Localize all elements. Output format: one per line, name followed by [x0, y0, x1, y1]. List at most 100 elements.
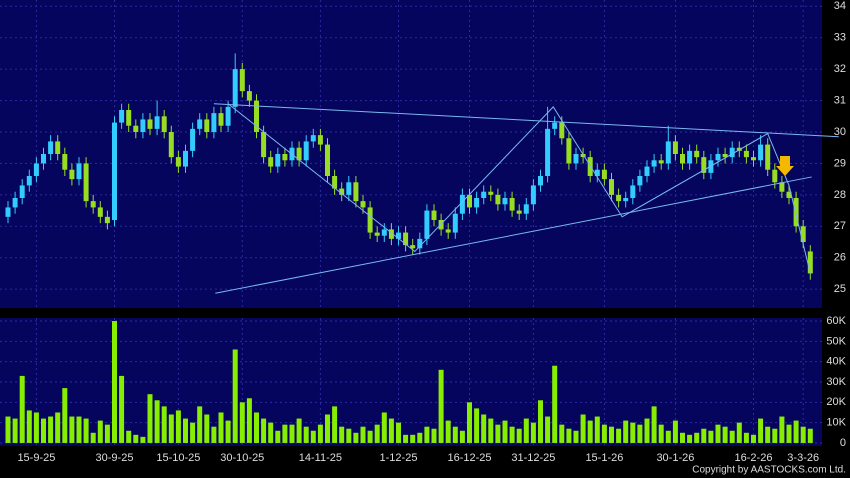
y-tick-label: 25 — [834, 283, 846, 295]
candle-body — [559, 122, 565, 139]
x-tick-label: 14-11-25 — [299, 452, 342, 464]
candle-body — [119, 110, 125, 123]
candle-body — [147, 119, 153, 129]
volume-bar — [587, 420, 593, 443]
candle-body — [62, 154, 68, 170]
volume-bar — [481, 414, 487, 443]
volume-bar — [772, 428, 778, 443]
volume-bar — [410, 434, 416, 443]
candle-body — [417, 238, 423, 249]
volume-bar — [190, 422, 196, 443]
volume-bar — [211, 426, 217, 443]
candle-body — [545, 128, 551, 176]
candle-body — [616, 194, 622, 202]
volume-bar — [12, 418, 18, 443]
candle-body — [83, 163, 89, 202]
candle-body — [76, 163, 82, 180]
y-tick-label: 31 — [834, 94, 846, 106]
candle-body — [161, 116, 167, 132]
candle-body — [168, 132, 174, 158]
candle-body — [523, 204, 529, 214]
volume-bar — [97, 420, 103, 443]
volume-bar — [381, 412, 387, 443]
y-tick-label: 50K — [826, 335, 846, 347]
candle-body — [630, 185, 636, 198]
candle-body — [197, 119, 203, 129]
x-tick-label: 30-1-26 — [656, 452, 694, 464]
trend-line — [215, 176, 812, 294]
candle-body — [793, 198, 799, 227]
candle-body — [495, 194, 501, 205]
candle-body — [786, 191, 792, 198]
volume-bar — [800, 426, 806, 443]
volume-bar — [112, 321, 117, 443]
volume-bar — [360, 426, 366, 443]
candle-body — [431, 210, 437, 220]
volume-bar — [62, 388, 68, 443]
y-tick-label: 30 — [834, 126, 846, 138]
volume-bar — [353, 432, 359, 443]
volume-bar — [474, 408, 480, 443]
candle-body — [687, 150, 693, 164]
volume-bar — [609, 426, 614, 443]
volume-bar — [5, 416, 11, 443]
candle-body — [743, 150, 749, 158]
volume-bar — [33, 412, 39, 443]
candle-body — [651, 160, 657, 167]
volume-bar — [459, 430, 465, 443]
volume-bar — [630, 422, 636, 443]
candle-body — [26, 176, 32, 186]
candle-body — [69, 169, 75, 180]
volume-bar — [452, 426, 458, 443]
volume-bar — [743, 432, 749, 443]
volume-bar — [133, 434, 139, 443]
candle-body — [516, 210, 522, 214]
candle-body — [346, 182, 352, 195]
volume-bar — [438, 369, 444, 443]
volume-bar — [545, 416, 551, 443]
volume-bar — [495, 424, 501, 443]
arrow — [776, 156, 794, 176]
candle-body — [5, 207, 11, 217]
volume-bar — [119, 375, 125, 443]
volume-bar — [559, 424, 565, 443]
candle-body — [239, 69, 245, 92]
candle-body — [388, 229, 394, 239]
candle-body — [204, 119, 210, 132]
volume-bar — [566, 428, 572, 443]
volume-bar — [168, 414, 174, 443]
candle-body — [332, 176, 338, 189]
candle-body — [282, 154, 288, 161]
volume-bar — [104, 424, 110, 443]
candle-body — [268, 157, 274, 167]
volume-bar — [367, 430, 373, 443]
volume-bar — [715, 424, 721, 443]
candle-body — [339, 188, 345, 195]
volume-bar — [147, 394, 153, 443]
volume-bar — [303, 426, 309, 443]
x-tick-label: 30-10-25 — [220, 452, 264, 464]
volume-bar — [701, 428, 707, 443]
volume-bar — [807, 428, 813, 443]
x-tick-label: 3-3-26 — [787, 452, 819, 464]
candle-body — [232, 69, 238, 107]
trend-line — [227, 103, 811, 274]
candle-body — [580, 154, 586, 158]
volume-bar — [310, 430, 316, 443]
volume-bar — [694, 432, 700, 443]
candle-body — [665, 141, 671, 164]
volume-bar — [417, 432, 423, 443]
candle-body — [701, 157, 707, 173]
candle-body — [779, 182, 785, 192]
candle-body — [154, 116, 160, 129]
y-tick-label: 28 — [834, 189, 846, 201]
volume-bar — [516, 428, 522, 443]
candle-body — [680, 154, 685, 164]
candle-body — [459, 194, 465, 214]
candle-body — [474, 198, 480, 208]
x-tick-label: 1-12-25 — [380, 452, 418, 464]
volume-bar — [261, 418, 267, 443]
volume-bar — [594, 416, 600, 443]
volume-bar — [374, 424, 380, 443]
trend-line — [213, 103, 839, 138]
